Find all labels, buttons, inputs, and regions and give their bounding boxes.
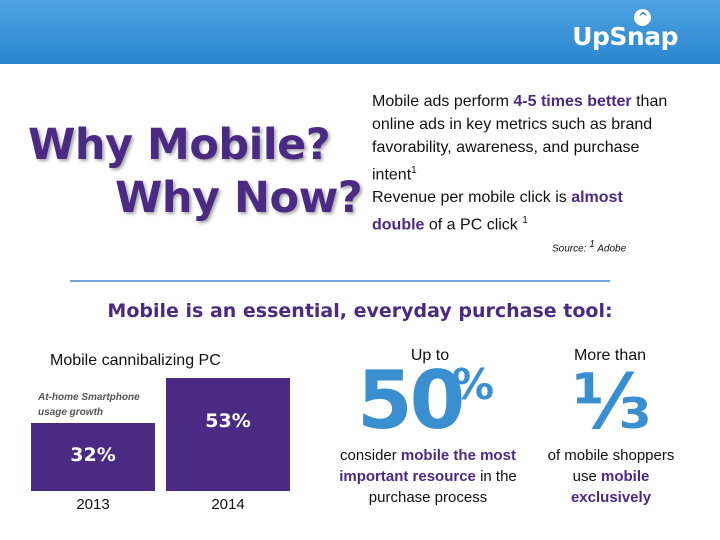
- logo-text: UpSnap: [572, 22, 678, 51]
- chart-annotation: At-home Smartphone usage growth: [38, 392, 140, 418]
- stat50-caption: consider mobile the most important resou…: [339, 447, 517, 506]
- bar-2013: 32%: [31, 422, 155, 491]
- logo-chevron-icon: ^: [634, 9, 652, 26]
- bar-label-2014: 53%: [205, 410, 251, 433]
- stat-third-number: ⅓: [572, 357, 652, 446]
- stat50-percent-sign: %: [452, 360, 495, 409]
- header-bar: UpSnap ^: [0, 0, 720, 64]
- section-divider: [70, 280, 610, 282]
- upsnap-logo: UpSnap ^: [572, 9, 678, 51]
- section-subhead: Mobile is an essential, everyday purchas…: [107, 300, 613, 322]
- stat-paragraph-2: Revenue per mobile click is almost doubl…: [372, 189, 623, 234]
- stat-third-caption: of mobile shoppers use mobile exclusivel…: [547, 447, 675, 506]
- bar-label-2013: 32%: [70, 443, 116, 466]
- bar-2014: 53%: [166, 377, 290, 491]
- source-note: Source: 1 Adobe: [552, 239, 627, 255]
- x-tick-2013: 2013: [76, 496, 110, 513]
- stat50-number: 50: [357, 354, 465, 447]
- chart-title: Mobile cannibalizing PC: [50, 352, 221, 369]
- x-tick-2014: 2014: [211, 496, 245, 513]
- stat-third-prefix: More than: [573, 347, 647, 364]
- stat-paragraph-1: Mobile ads perform 4-5 times better than…: [372, 93, 668, 184]
- stat50-prefix: Up to: [410, 347, 450, 364]
- headline-line1: Why Mobile?: [28, 120, 331, 170]
- headline-line2: Why Now?: [115, 173, 363, 223]
